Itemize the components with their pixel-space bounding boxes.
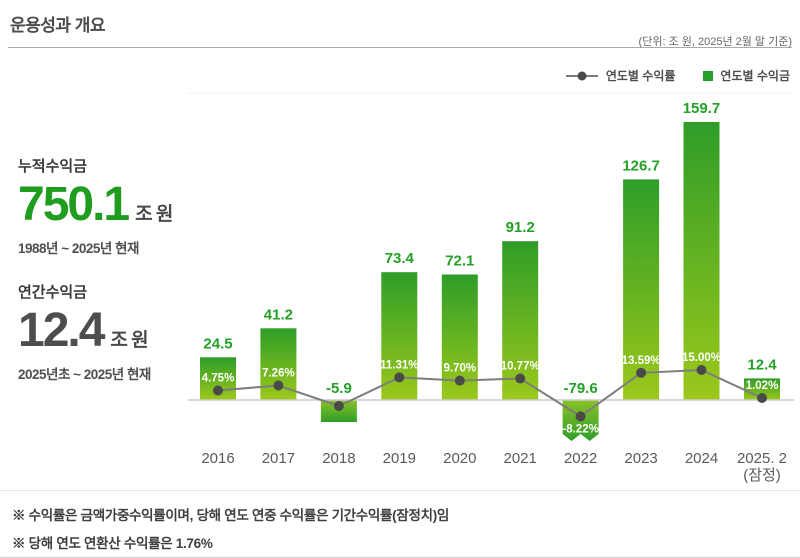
legend-item-amount: 연도별 수익금 — [703, 67, 790, 84]
rate-line — [217, 368, 763, 418]
cumulative-return-label: 누적수익금 — [18, 158, 88, 175]
unit-note: (단위: 조 원, 2025년 2월 말 기준) — [638, 36, 792, 48]
legend-amount-label: 연도별 수익금 — [720, 69, 790, 83]
cumulative-return-value: 750.1 — [18, 178, 130, 231]
line-marker-icon — [565, 71, 598, 80]
cumulative-return-value-row: 750.1 조 원 — [18, 181, 190, 229]
title-divider — [8, 47, 792, 48]
bar-2024 — [683, 122, 720, 400]
value-label-2024: 159.7 — [683, 100, 721, 117]
x-label-2017: 2017 — [262, 450, 295, 467]
rate-label-2021: 10.77% — [501, 361, 540, 373]
value-label-2020: 72.1 — [445, 253, 474, 270]
footnote-rate-method: ※ 수익률은 금액가중수익률이며, 당해 연도 연중 수익률은 기간수익률(잠정… — [12, 508, 450, 523]
x-sublabel-20252: (잠정) — [743, 467, 781, 484]
x-label-2021: 2021 — [504, 450, 537, 467]
marker-2022 — [575, 411, 586, 422]
value-label-20252: 12.4 — [747, 356, 777, 373]
cumulative-return-stat: 누적수익금 750.1 조 원 1988년 ~ 2025년 현재 — [18, 155, 190, 257]
chart-canvas: 24.5 41.2 -5.9 73.4 72.1 91.2 -79.6 126.7 159.7 1… — [188, 60, 794, 492]
x-label-2018: 2018 — [322, 450, 355, 467]
x-label-2019: 2019 — [383, 450, 416, 467]
marker-2017 — [273, 380, 284, 391]
annual-return-value-row: 12.4 조 원 — [18, 307, 190, 355]
x-label-2023: 2023 — [624, 450, 657, 467]
marker-2016 — [213, 385, 223, 396]
bar-2023 — [623, 179, 660, 400]
annual-return-label: 연간수익금 — [18, 284, 88, 301]
x-label-2020: 2020 — [443, 450, 476, 467]
rate-label-2016: 4.75% — [202, 373, 235, 385]
x-label-2016: 2016 — [201, 450, 234, 467]
rate-label-2022: -8.22% — [562, 423, 598, 435]
rate-label-2017: 7.26% — [262, 368, 295, 380]
footer-divider — [0, 490, 800, 491]
annual-return-unit: 조 원 — [110, 330, 148, 351]
rate-label-2024: 15.00% — [682, 352, 721, 364]
rate-label-20252: 1.02% — [746, 380, 779, 392]
x-label-2024: 2024 — [685, 450, 718, 467]
annual-return-period: 2025년초 ~ 2025년 현재 — [18, 367, 151, 382]
value-label-2016: 24.5 — [203, 335, 232, 352]
marker-2021 — [515, 373, 526, 384]
x-label-20252: 2025. 2 — [737, 450, 787, 467]
performance-chart: 24.5 41.2 -5.9 73.4 72.1 91.2 -79.6 126.7 159.7 1… — [188, 92, 794, 484]
value-label-2017: 41.2 — [264, 306, 293, 323]
x-label-2022: 2022 — [564, 450, 597, 467]
marker-2023 — [636, 367, 647, 378]
value-label-2021: 91.2 — [506, 219, 535, 236]
annual-return-value: 12.4 — [18, 304, 105, 357]
footnote-annualized-rate: ※ 당해 연도 연환산 수익률은 1.76% — [12, 536, 213, 551]
marker-2024 — [696, 365, 707, 375]
rate-label-2023: 13.59% — [622, 355, 661, 367]
bar-swatch-icon — [703, 70, 714, 81]
marker-2019 — [394, 372, 405, 383]
legend-rate-label: 연도별 수익률 — [605, 69, 676, 83]
value-label-2022: -79.6 — [563, 380, 597, 397]
cumulative-return-period: 1988년 ~ 2025년 현재 — [18, 241, 139, 256]
marker-2018 — [333, 401, 344, 411]
marker-2020 — [454, 375, 465, 386]
rate-label-2020: 9.70% — [443, 363, 476, 375]
legend-item-rate: 연도별 수익률 — [565, 67, 676, 84]
value-label-2018: -5.9 — [326, 380, 352, 397]
annual-return-stat: 연간수익금 12.4 조 원 2025년초 ~ 2025년 현재 — [18, 281, 190, 383]
value-label-2019: 73.4 — [385, 250, 415, 267]
rate-label-2019: 11.31% — [380, 359, 418, 371]
chart-legend: 연도별 수익률 연도별 수익금 — [565, 67, 790, 84]
marker-20252 — [757, 393, 767, 403]
value-label-2023: 126.7 — [622, 157, 660, 174]
page-title: 운용성과 개요 — [10, 16, 106, 35]
cumulative-return-unit: 조 원 — [135, 204, 173, 225]
